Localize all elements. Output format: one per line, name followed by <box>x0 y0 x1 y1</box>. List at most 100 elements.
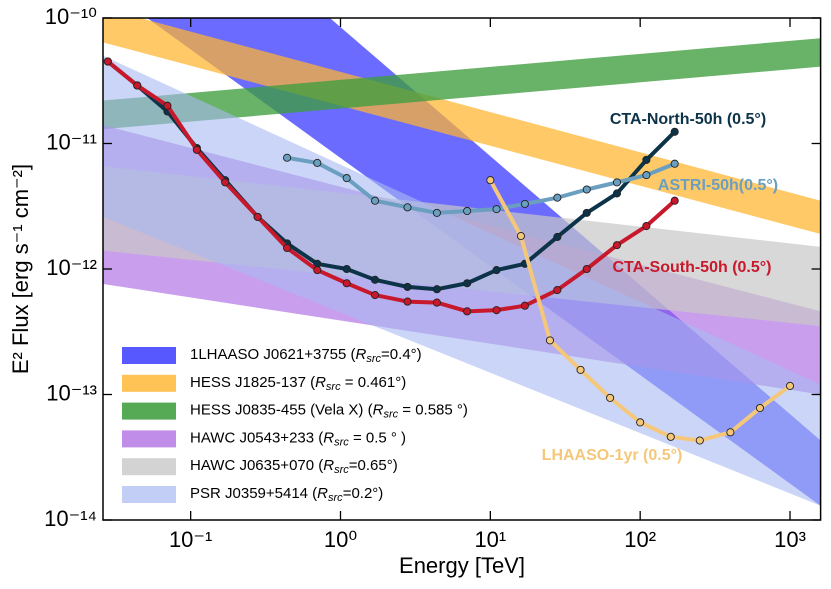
data-point <box>370 196 380 205</box>
data-point <box>103 57 112 66</box>
data-point <box>582 264 591 274</box>
legend-swatch <box>122 402 176 420</box>
band <box>103 55 821 506</box>
band <box>103 38 821 130</box>
bands <box>103 18 821 506</box>
legend-label: HESS J0835-455 (Vela X) (Rsrc = 0.585 °) <box>190 402 468 421</box>
legend-swatch <box>122 486 176 503</box>
sensitivity-curve <box>286 155 676 215</box>
legend-label-part: HAWC J0635+070 ( <box>190 457 323 474</box>
data-point <box>463 279 472 288</box>
y-tick-label: 10⁻¹¹ <box>46 129 97 154</box>
data-point <box>192 145 201 154</box>
data-point <box>221 178 230 187</box>
legend-label-part: HESS J0835-455 (Vela X) ( <box>190 402 373 419</box>
legend-label-part: HESS J1825-137 ( <box>190 374 315 391</box>
data-point <box>545 336 555 345</box>
data-point <box>342 279 351 288</box>
data-point <box>370 275 380 284</box>
data-point <box>370 291 380 300</box>
band <box>103 18 821 235</box>
data-point <box>133 81 142 90</box>
legend-label-part: R <box>323 457 334 474</box>
data-point <box>670 159 679 168</box>
data-point <box>553 193 562 202</box>
data-point <box>486 176 495 185</box>
legend-label-part: R <box>356 346 367 363</box>
data-point <box>432 285 441 294</box>
data-point <box>492 266 501 275</box>
data-point <box>726 428 735 437</box>
x-axis-label: Energy [TeV] <box>399 553 525 578</box>
data-point <box>516 232 525 241</box>
legend-label: 1LHAASO J0621+3755 (Rsrc=0.4°) <box>190 346 422 365</box>
legend-swatch <box>122 458 176 476</box>
data-point <box>755 403 764 413</box>
data-point <box>313 158 322 167</box>
data-point <box>520 301 529 310</box>
legend-label-part: src <box>334 464 349 476</box>
data-point <box>403 297 412 306</box>
data-point <box>283 153 292 162</box>
legend-label-part: src <box>328 492 343 504</box>
data-point <box>520 199 529 208</box>
legend-label-part: =0.4°) <box>381 346 422 363</box>
legend-label-part: PSR J0359+5414 ( <box>190 485 317 502</box>
legend-label-part: = 0.461°) <box>341 374 407 391</box>
curve-label: LHAASO-1yr (0.5°) <box>542 447 683 464</box>
legend-label-part: = 0.5 ° ) <box>349 429 406 446</box>
axes: 10⁻¹ 10⁰ 10¹ 10² 10³ 10⁻¹⁴ 10⁻¹³ 10⁻¹² 10⁻¹¹ 10⁻¹… <box>44 4 821 552</box>
sensitivity-curve <box>106 59 677 314</box>
legend: 1LHAASO J0621+3755 (Rsrc=0.4°)HESS J1825… <box>122 346 468 504</box>
data-point <box>403 282 412 291</box>
y-axis-label: E² Flux [erg s⁻¹ cm⁻²] <box>8 164 33 374</box>
x-tick-label: 10³ <box>774 527 806 552</box>
curve-label: ASTRI-50h(0.5°) <box>658 177 778 194</box>
data-point <box>313 266 322 275</box>
legend-label-part: R <box>317 485 328 502</box>
data-point <box>670 196 679 205</box>
legend-label-part: HAWC J0543+233 ( <box>190 429 323 446</box>
legend-label-part: =0.65°) <box>349 457 398 474</box>
legend-label-part: R <box>323 429 334 446</box>
data-point <box>342 264 351 274</box>
data-point <box>785 381 795 390</box>
data-point <box>553 232 562 242</box>
data-point <box>582 208 591 217</box>
data-point <box>342 174 351 183</box>
data-point <box>283 243 292 253</box>
data-point <box>636 418 645 427</box>
curves <box>103 57 795 445</box>
y-tick-label: 10⁻¹² <box>46 255 97 280</box>
data-point <box>642 171 651 180</box>
data-point <box>253 212 262 221</box>
legend-label-part: = 0.585 °) <box>398 402 468 419</box>
legend-swatch <box>122 347 176 364</box>
data-point <box>612 241 622 250</box>
data-point <box>463 307 472 316</box>
data-point <box>463 206 472 216</box>
legend-label-part: src <box>383 409 398 421</box>
legend-label: HAWC J0635+070 (Rsrc=0.65°) <box>190 457 398 476</box>
data-point <box>163 101 172 110</box>
data-point <box>612 189 622 198</box>
data-point <box>612 178 622 187</box>
y-tick-label: 10⁻¹⁰ <box>45 4 97 29</box>
legend-label-part: src <box>366 353 381 365</box>
data-point <box>576 365 585 374</box>
curve-label: CTA-North-50h (0.5°) <box>610 111 766 128</box>
data-point <box>432 298 441 307</box>
y-tick-label: 10⁻¹⁴ <box>44 506 97 531</box>
data-point <box>432 208 441 217</box>
legend-label-part: src <box>334 436 349 448</box>
y-tick-label: 10⁻¹³ <box>46 380 97 405</box>
data-point <box>670 127 679 136</box>
x-tick-label: 10⁻¹ <box>169 527 212 552</box>
x-tick-label: 10¹ <box>474 527 506 552</box>
legend-label-part: =0.2°) <box>343 485 384 502</box>
data-point <box>553 285 562 295</box>
data-point <box>403 203 412 212</box>
legend-label-part: 1LHAASO J0621+3755 ( <box>190 346 356 363</box>
data-point <box>642 221 651 231</box>
